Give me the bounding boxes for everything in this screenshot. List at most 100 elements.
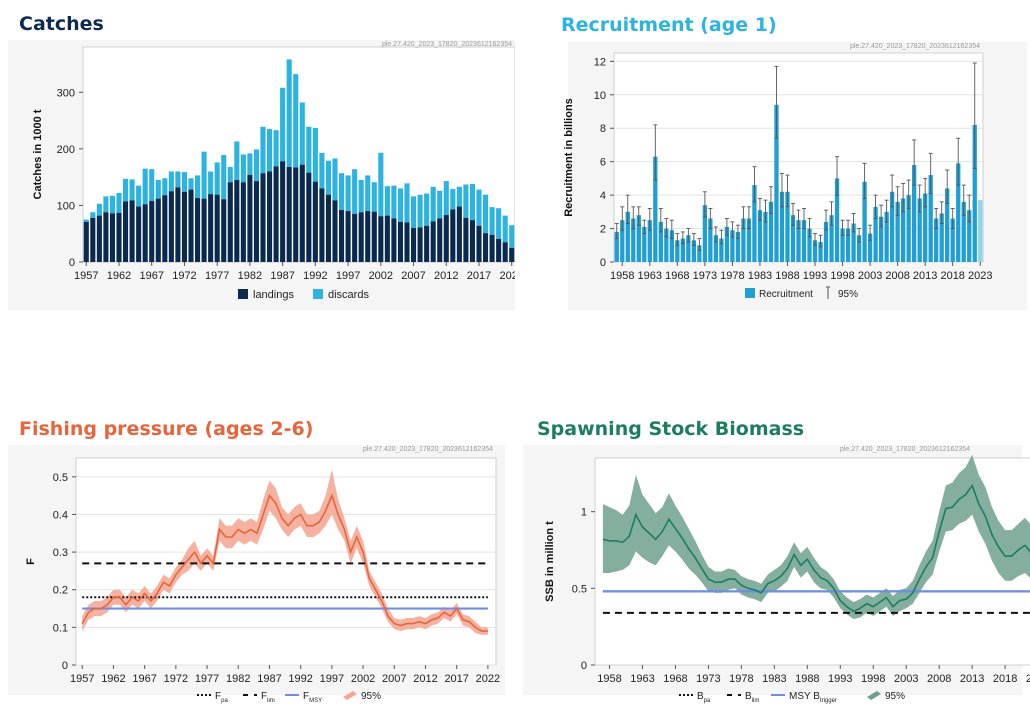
- landings-bar: [391, 218, 397, 262]
- x-tick-label: 2003: [894, 673, 918, 685]
- y-tick-label: 0.5: [572, 583, 587, 595]
- landings-bar: [443, 215, 449, 262]
- ssb-chart: ple.27.420_2023_17820_20236121623​54 0 0.5…: [523, 445, 1030, 704]
- x-tick-label: 2018: [993, 673, 1017, 685]
- landings-bar: [247, 174, 253, 262]
- landings-bar: [201, 198, 207, 262]
- x-tick-label: 1963: [638, 270, 662, 282]
- discards-bar: [240, 154, 246, 183]
- recruitment-bar: [851, 223, 856, 262]
- y-axis-label: F: [25, 558, 37, 565]
- recruitment-bar: [691, 240, 697, 262]
- y-axis-label: SSB in million t: [544, 521, 556, 602]
- landings-bar: [136, 206, 142, 262]
- landings-bar: [214, 194, 220, 262]
- x-tick-label: 1972: [172, 270, 196, 282]
- estimate-line: [602, 483, 1030, 613]
- landings-bar: [325, 194, 332, 262]
- x-tick-label: 2022: [476, 673, 500, 685]
- fishing-panel: Fishing pressure (ages 2-6) ple.27.420_2…: [0, 405, 515, 710]
- landings-bar: [509, 247, 515, 262]
- y-tick-label: 2: [600, 224, 606, 236]
- chart-code: ple.27.420_2023_17820_20236121623​54: [363, 446, 493, 453]
- discards-bar: [293, 74, 299, 168]
- x-tick-label: 1962: [107, 270, 131, 282]
- discards-bar: [116, 192, 122, 213]
- discards-bar: [384, 186, 390, 216]
- recruitment-bar: [785, 191, 790, 262]
- landings-bar: [103, 212, 109, 262]
- recruitment-bar: [884, 211, 889, 262]
- landings-bar: [482, 233, 489, 262]
- x-tick-label: 2008: [927, 673, 951, 685]
- x-tick-label: 2013: [960, 673, 984, 685]
- recruitment-bar: [680, 238, 685, 262]
- x-tick-label: 1973: [696, 673, 720, 685]
- chart-code: ple.27.420_2023_17820_20236121623​54: [850, 43, 980, 50]
- recruitment-bar: [906, 195, 911, 262]
- recruitment-bar: [790, 215, 796, 262]
- fishing-title: Fishing pressure (ages 2-6): [19, 418, 314, 440]
- y-tick-label: 0: [581, 660, 587, 672]
- landings-bar: [299, 164, 305, 262]
- recruitment-bar: [807, 228, 812, 262]
- recruitment-bar: [923, 193, 928, 262]
- recruitment-bar: [889, 191, 895, 262]
- recruitment-bar: [620, 220, 625, 262]
- discards-bar: [247, 153, 253, 175]
- recruitment-bar: [741, 218, 746, 262]
- x-tick-label: 1978: [729, 673, 753, 685]
- y-tick-label: 0.1: [53, 622, 68, 634]
- legend-label-landings: landings: [253, 289, 294, 301]
- landings-bar: [358, 212, 364, 262]
- discards-bar: [371, 182, 377, 212]
- x-tick-label: 1987: [270, 270, 294, 282]
- x-tick-label: 2017: [444, 673, 468, 685]
- discards-bar: [227, 166, 233, 183]
- landings-bar: [149, 200, 155, 262]
- x-tick-label: 1968: [665, 270, 689, 282]
- discards-bar: [443, 181, 449, 216]
- legend-swatch-band: [867, 691, 881, 700]
- legend-label: Flim: [261, 691, 275, 704]
- x-tick-label: 2017: [467, 270, 491, 282]
- recruitment-bar: [950, 218, 955, 262]
- discards-bar: [430, 186, 436, 222]
- recruitment-bar: [873, 206, 878, 262]
- x-tick-label: 1958: [610, 270, 634, 282]
- recruitment-chart: ple.27.420_2023_17820_20236121623​54 0 2 4 6…: [563, 42, 1027, 310]
- discards-bar: [463, 184, 469, 218]
- landings-bar: [293, 167, 299, 262]
- x-tick-label: 2003: [858, 270, 882, 282]
- recruitment-bar: [752, 185, 757, 262]
- discards-bar: [437, 190, 443, 219]
- ssb-title: Spawning Stock Biomass: [537, 418, 805, 440]
- landings-bar: [424, 225, 430, 262]
- discards-bar: [221, 155, 227, 200]
- catches-chart: ple.27.420_2023_17820_20236121623​54 0 100…: [8, 40, 515, 310]
- recruitment-bar: [895, 201, 900, 262]
- x-tick-label: 2008: [885, 270, 909, 282]
- x-tick-label: 1973: [693, 270, 717, 282]
- discards-bar: [266, 129, 273, 172]
- recruitment-bar: [945, 188, 950, 262]
- chart-code: ple.27.420_2023_17820_20236121623​54: [840, 446, 970, 453]
- x-tick-label: 2007: [382, 673, 406, 685]
- discards-bar: [103, 196, 109, 213]
- landings-bar: [96, 215, 102, 262]
- x-tick-label: 2002: [369, 270, 393, 282]
- discards-bar: [260, 126, 266, 174]
- recruitment-bar: [757, 210, 763, 262]
- legend-label-discards: discards: [328, 289, 369, 301]
- discards-bar: [404, 183, 410, 223]
- discards-bar: [502, 215, 508, 243]
- legend-label: MSY Btrigger: [789, 691, 837, 704]
- x-tick-label: 1983: [748, 270, 772, 282]
- fishing-chart: ple.27.420_2023_17820_20236121623​54 0 0.1…: [8, 445, 505, 704]
- discards-bar: [319, 152, 325, 189]
- landings-bar: [90, 217, 96, 262]
- landings-bar: [397, 221, 404, 262]
- discards-bar: [181, 172, 188, 192]
- y-tick-label: 8: [600, 123, 606, 135]
- discards-bar: [378, 152, 384, 217]
